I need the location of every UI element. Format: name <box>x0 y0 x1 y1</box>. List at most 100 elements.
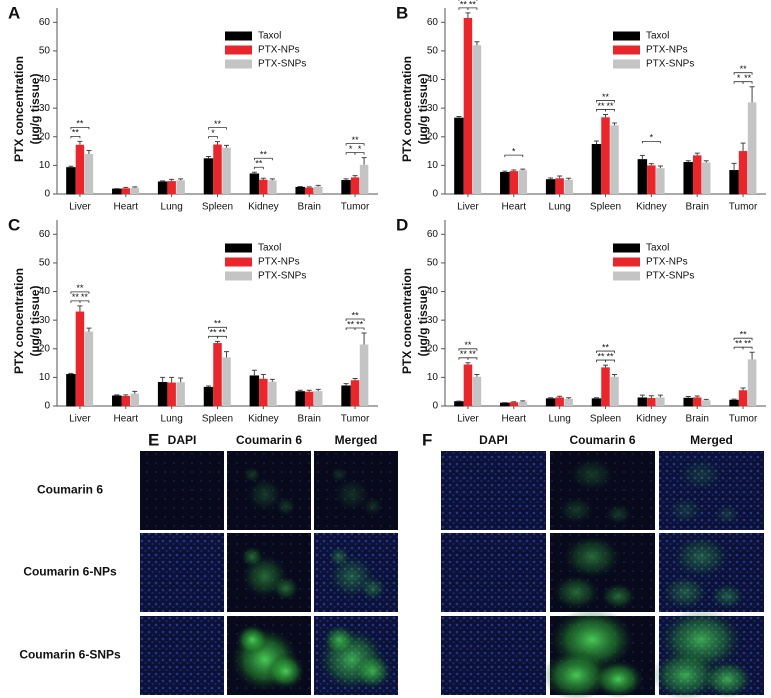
error-bar <box>297 186 303 188</box>
column-header: Coumarin 6 <box>236 433 302 447</box>
error-bar <box>178 377 184 383</box>
bar <box>701 162 711 194</box>
bar <box>84 153 94 194</box>
fluorescence <box>569 457 615 492</box>
significance-label: ** <box>460 349 468 359</box>
legend-label: PTX-NPs <box>258 257 300 268</box>
y-tick-label: 0 <box>432 401 438 412</box>
bar <box>610 125 619 194</box>
bar <box>500 172 510 195</box>
error-bar <box>123 394 129 396</box>
fluorescence <box>362 496 383 516</box>
error-bar <box>206 156 211 159</box>
error-bar <box>731 398 737 401</box>
y-axis-label: (µg/g tissue) <box>416 286 430 357</box>
bar <box>591 398 602 407</box>
x-tick-label: Liver <box>69 202 91 213</box>
y-tick-label: 10 <box>427 160 439 171</box>
micrograph <box>140 616 224 695</box>
significance-label: ** <box>744 339 752 349</box>
bar <box>647 165 656 194</box>
bar <box>112 395 122 407</box>
bar <box>509 402 519 406</box>
y-axis-label: PTX concentration <box>400 56 414 162</box>
bar <box>656 168 665 194</box>
bar <box>213 144 222 194</box>
significance-label: ** <box>352 310 360 320</box>
legend-swatch <box>225 257 252 267</box>
error-bar <box>657 394 663 398</box>
bar <box>591 143 602 195</box>
error-bar <box>306 389 312 392</box>
y-tick-label: 20 <box>39 131 51 142</box>
error-bar <box>694 395 700 398</box>
fluorescence <box>702 660 753 698</box>
bar <box>295 391 305 407</box>
significance-label: * <box>650 133 654 143</box>
significance-label: ** <box>347 319 355 329</box>
y-axis-label: PTX concentration <box>12 56 26 162</box>
y-tick-label: 30 <box>427 315 439 326</box>
error-bar <box>740 387 746 391</box>
y-tick-label: 30 <box>427 103 439 114</box>
significance-label: ** <box>469 349 477 359</box>
bar <box>249 173 260 195</box>
y-tick-label: 60 <box>39 17 51 28</box>
error-bar <box>703 398 709 401</box>
significance-bracket <box>504 154 524 158</box>
x-tick-label: Heart <box>502 202 527 213</box>
error-bar <box>160 180 166 182</box>
error-bar <box>260 177 266 180</box>
significance-bracket <box>70 135 81 139</box>
bar <box>176 382 185 406</box>
fluorescence <box>553 574 600 610</box>
fluorescence <box>323 624 356 655</box>
x-tick-label: Lung <box>161 414 183 425</box>
x-tick-label: Spleen <box>590 414 621 425</box>
bar <box>359 164 369 194</box>
significance-label: * <box>358 144 362 154</box>
x-tick-label: Heart <box>502 414 527 425</box>
bar <box>518 170 528 194</box>
fluorescence <box>713 504 741 525</box>
y-tick-label: 40 <box>427 74 439 85</box>
bar <box>121 188 131 194</box>
bar <box>359 344 369 406</box>
bar <box>66 374 76 407</box>
significance-label: ** <box>602 92 610 102</box>
bar <box>454 117 464 195</box>
error-bar <box>315 184 321 187</box>
significance-label: ** <box>602 342 610 352</box>
significance-label: * <box>737 73 741 83</box>
y-tick-label: 0 <box>44 189 50 200</box>
column-header: Merged <box>690 433 733 447</box>
error-bar <box>502 170 508 173</box>
bar <box>656 397 665 406</box>
legend-swatch <box>225 31 252 41</box>
significance-bracket <box>467 7 478 10</box>
panel-label: A <box>8 3 20 22</box>
significance-bracket <box>253 157 273 161</box>
bar <box>747 359 757 406</box>
significance-bracket <box>605 109 615 112</box>
error-bar <box>474 374 480 377</box>
error-bar <box>315 388 321 392</box>
x-tick-label: Spleen <box>202 202 233 213</box>
significance-label: ** <box>460 0 468 9</box>
bar <box>75 311 85 406</box>
significance-bracket <box>641 140 661 144</box>
legend-swatch <box>225 271 252 281</box>
y-tick-label: 10 <box>39 372 51 383</box>
significance-label: ** <box>81 292 89 302</box>
x-tick-label: Liver <box>69 414 91 425</box>
error-bar <box>251 369 257 376</box>
fluorescence <box>678 457 724 492</box>
x-tick-label: Liver <box>457 414 479 425</box>
significance-bracket <box>742 81 753 84</box>
significance-label: * <box>512 146 516 156</box>
legend-label: PTX-SNPs <box>258 271 306 282</box>
micrograph <box>140 533 224 612</box>
bar <box>472 45 482 195</box>
y-tick-label: 40 <box>39 74 51 85</box>
